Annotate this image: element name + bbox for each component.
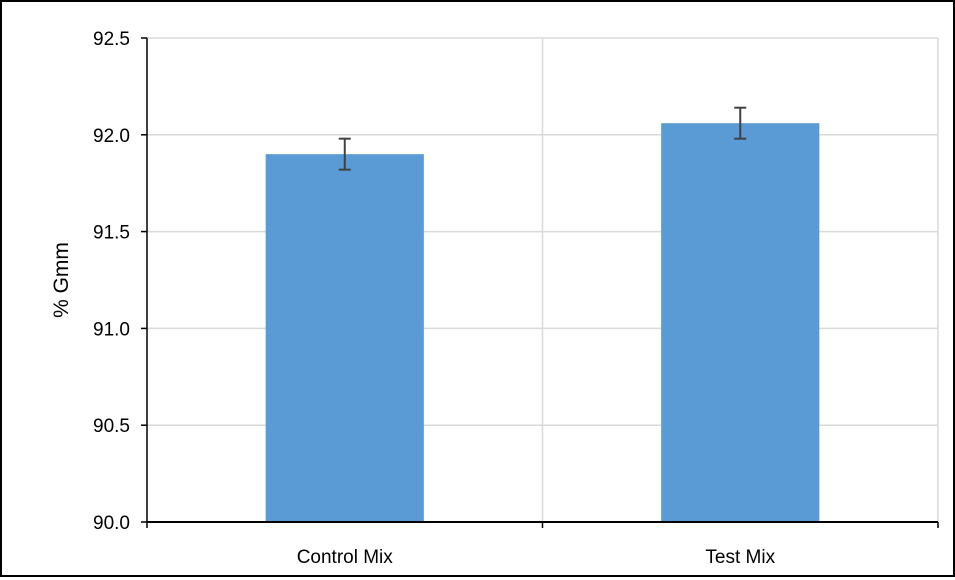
axes <box>141 37 939 528</box>
y-tick-label: 92.0 <box>93 126 130 147</box>
bar-control-mix <box>265 154 424 522</box>
y-tick-label: 90.5 <box>93 416 130 437</box>
y-tick-label: 91.0 <box>93 319 130 340</box>
bar-test-mix <box>661 123 820 523</box>
y-axis-label: % Gmm <box>50 242 73 318</box>
bars <box>265 123 820 523</box>
tick-labels: 90.0 90.5 91.0 91.5 92.0 92.5 Control Mix Test … <box>93 29 776 568</box>
y-tick-label: 92.5 <box>93 29 130 50</box>
y-tick-label: 91.5 <box>93 223 130 244</box>
x-tick-label: Test Mix <box>705 547 775 568</box>
y-tick-label: 90.0 <box>93 513 130 534</box>
x-tick-label: Control Mix <box>297 547 394 568</box>
error-bars <box>338 106 747 171</box>
